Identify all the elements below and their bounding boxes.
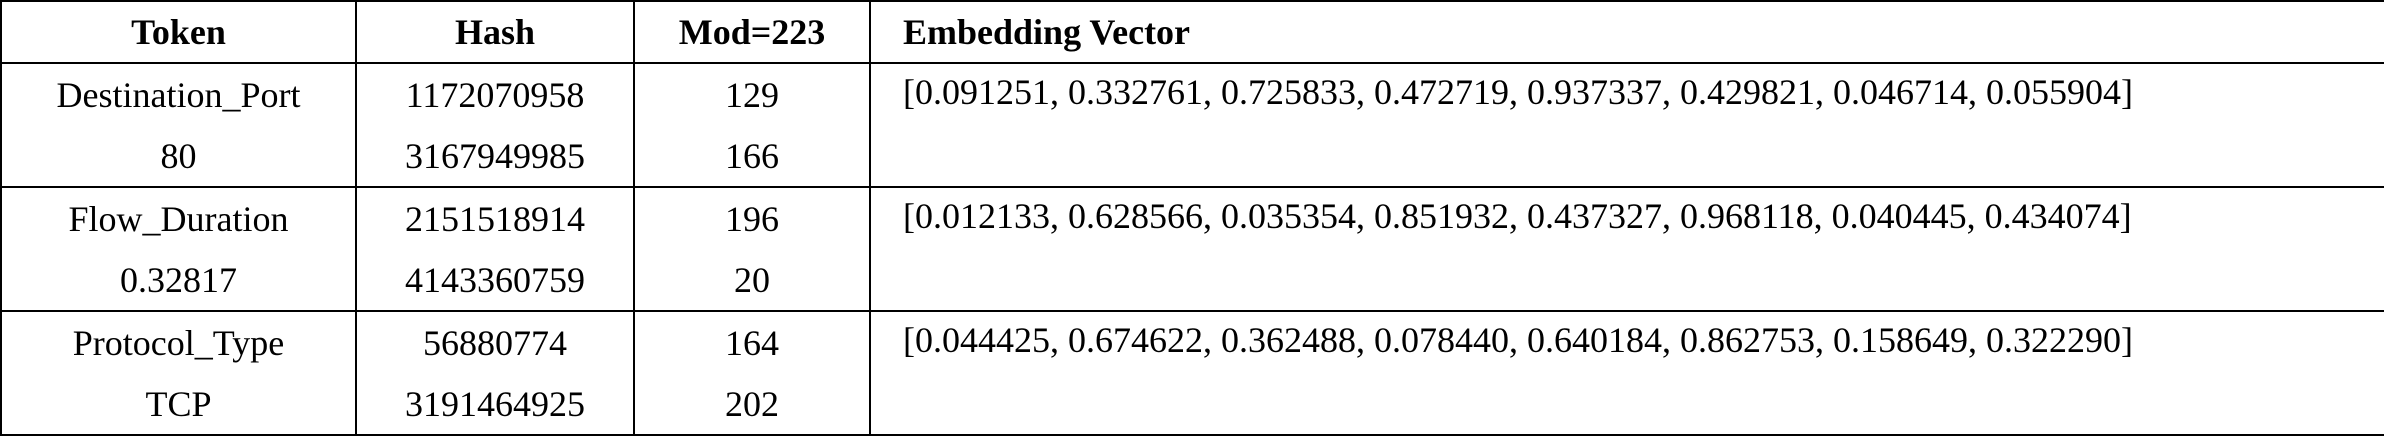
mod-cell: 164 <box>633 311 871 373</box>
header-row: Token Hash Mod=223 Embedding Vector <box>0 0 2384 64</box>
token-cell: 0.32817 <box>0 249 357 312</box>
token-cell: Flow_Duration <box>0 187 357 249</box>
hash-cell: 3167949985 <box>355 125 635 188</box>
token-cell: 80 <box>0 125 357 188</box>
embedding-vector-cell: [0.044425, 0.674622, 0.362488, 0.078440,… <box>869 311 2384 436</box>
token-cell: TCP <box>0 373 357 436</box>
hash-cell: 56880774 <box>355 311 635 373</box>
header-embedding-vector: Embedding Vector <box>869 0 2384 64</box>
mod-cell: 196 <box>633 187 871 249</box>
embedding-vector-cell: [0.091251, 0.332761, 0.725833, 0.472719,… <box>869 63 2384 188</box>
hash-cell: 4143360759 <box>355 249 635 312</box>
mod-cell: 20 <box>633 249 871 312</box>
table-row: 80 3167949985 166 <box>0 125 2384 188</box>
table-row: Destination_Port 1172070958 129 [0.09125… <box>0 63 2384 188</box>
hash-cell: 1172070958 <box>355 63 635 125</box>
token-cell: Destination_Port <box>0 63 357 125</box>
header-token: Token <box>0 0 357 64</box>
token-cell: Protocol_Type <box>0 311 357 373</box>
mod-cell: 202 <box>633 373 871 436</box>
mod-cell: 166 <box>633 125 871 188</box>
embedding-vector-cell: [0.012133, 0.628566, 0.035354, 0.851932,… <box>869 187 2384 312</box>
hash-cell: 3191464925 <box>355 373 635 436</box>
header-hash: Hash <box>355 0 635 64</box>
mod-cell: 129 <box>633 63 871 125</box>
hash-cell: 2151518914 <box>355 187 635 249</box>
table-row: Protocol_Type 56880774 164 [0.044425, 0.… <box>0 311 2384 436</box>
table-row: Flow_Duration 2151518914 196 [0.012133, … <box>0 187 2384 312</box>
table-row: TCP 3191464925 202 <box>0 373 2384 436</box>
table-row: 0.32817 4143360759 20 <box>0 249 2384 312</box>
header-mod: Mod=223 <box>633 0 871 64</box>
